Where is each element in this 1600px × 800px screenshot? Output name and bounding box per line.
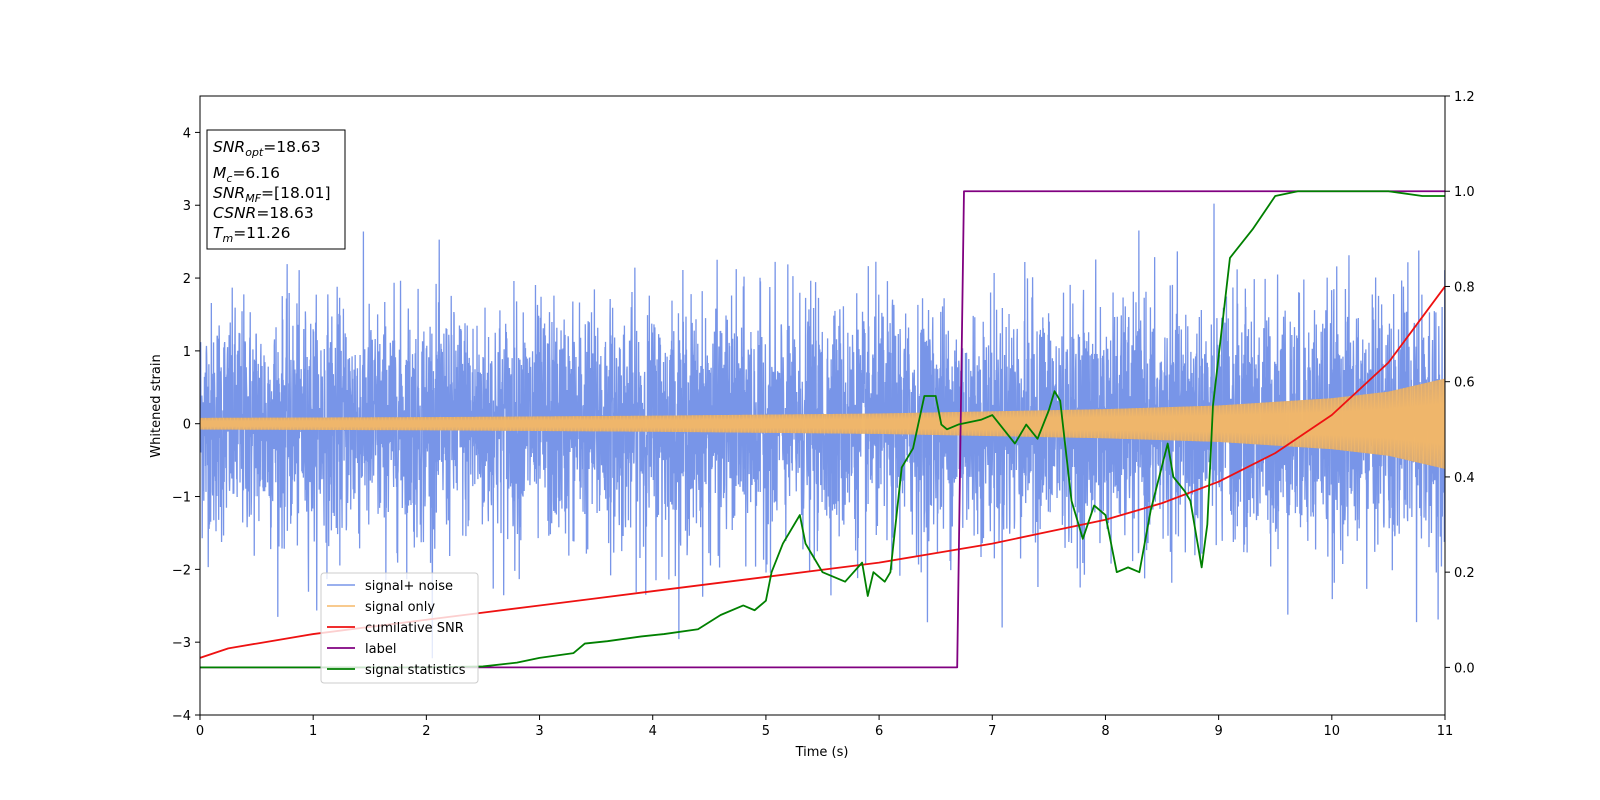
x-tick-label: 4 — [649, 724, 657, 739]
y-left-tick-label: 4 — [183, 126, 191, 141]
info-box: SNRopt=18.63 Mc=6.16 SNRMF=[18.01] CSNR=… — [206, 129, 346, 250]
info-snr-opt: SNRopt=18.63 — [213, 138, 321, 159]
legend-entry-label: label — [327, 642, 396, 657]
y-axis-label: Whitened strain — [149, 354, 164, 457]
x-axis-label: Time (s) — [795, 745, 849, 760]
info-tm: Tm=11.26 — [213, 224, 291, 245]
legend-label-signal-noise: signal+ noise — [365, 579, 453, 594]
y-right-tick-label: 0.8 — [1454, 280, 1475, 295]
x-tick-label: 3 — [535, 724, 543, 739]
series-label — [200, 190, 1445, 669]
legend: signal+ noise signal only cumilative SNR… — [320, 572, 479, 684]
ticks-layer: 0 1 2 3 4 5 6 7 8 9 10 11 −4 −3 −2 −1 0 1 2 3 4 0.0 0.2 0.4 0.6 0… — [172, 90, 1475, 739]
series-signal-noise — [200, 203, 1445, 659]
y-left-tick-label: −4 — [172, 709, 191, 724]
legend-entry-cumilative-snr: cumilative SNR — [327, 621, 464, 636]
y-right-tick-label: 0.0 — [1454, 661, 1475, 676]
x-tick-label: 5 — [762, 724, 770, 739]
y-left-tick-label: 1 — [183, 345, 191, 360]
info-snr-mf: SNRMF=[18.01] — [213, 184, 331, 205]
y-right-tick-label: 0.2 — [1454, 566, 1475, 581]
y-right-tick-label: 1.0 — [1454, 185, 1475, 200]
y-left-tick-label: 3 — [183, 199, 191, 214]
y-right-tick-label: 0.6 — [1454, 376, 1475, 391]
y-left-tick-label: −2 — [172, 563, 191, 578]
y-right-tick-label: 0.4 — [1454, 471, 1475, 486]
y-left-tick-label: 2 — [183, 272, 191, 287]
plot-frame — [199, 95, 1446, 716]
legend-entry-signal-noise: signal+ noise — [327, 579, 453, 594]
x-tick-label: 2 — [422, 724, 430, 739]
legend-entry-signal-statistics: signal statistics — [327, 663, 466, 678]
info-mc: Mc=6.16 — [213, 164, 280, 185]
legend-label-label: label — [365, 642, 396, 657]
legend-frame — [320, 572, 479, 684]
legend-label-signal-statistics: signal statistics — [365, 663, 466, 678]
series-signal-only — [200, 378, 1445, 469]
info-csnr: CSNR=18.63 — [213, 204, 314, 222]
x-tick-label: 0 — [196, 724, 204, 739]
info-box-frame — [206, 129, 346, 250]
series-signal-statistics — [200, 190, 1445, 669]
y-right-tick-label: 1.2 — [1454, 90, 1475, 105]
legend-entry-signal-only: signal only — [327, 600, 435, 615]
x-tick-label: 8 — [1101, 724, 1109, 739]
x-tick-label: 9 — [1214, 724, 1222, 739]
y-left-tick-label: 0 — [183, 418, 191, 433]
x-tick-label: 11 — [1437, 724, 1454, 739]
x-tick-label: 1 — [309, 724, 317, 739]
x-tick-label: 6 — [875, 724, 883, 739]
x-tick-label: 7 — [988, 724, 996, 739]
y-left-tick-label: −3 — [172, 636, 191, 651]
legend-label-signal-only: signal only — [365, 600, 435, 615]
legend-label-cumilative-snr: cumilative SNR — [365, 621, 464, 636]
y-left-tick-label: −1 — [172, 491, 191, 506]
x-tick-label: 10 — [1324, 724, 1341, 739]
